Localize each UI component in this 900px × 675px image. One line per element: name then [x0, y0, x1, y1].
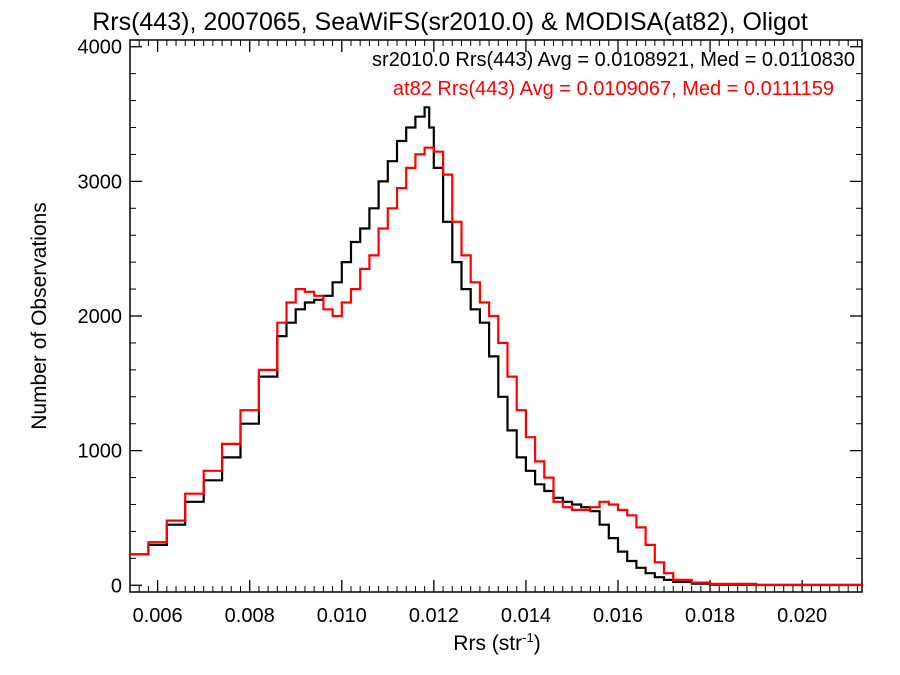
x-axis-label: Rrs (str-1)	[453, 630, 540, 655]
legend-entry-at82: at82 Rrs(443) Avg = 0.0109067, Med = 0.0…	[393, 78, 834, 100]
series-at82-line	[130, 146, 864, 586]
y-tick-label: 3000	[78, 171, 123, 193]
chart-title: Rrs(443), 2007065, SeaWiFS(sr2010.0) & M…	[92, 8, 808, 36]
y-tick-label: 1000	[78, 441, 123, 463]
y-axis-ticks: 0 1000 2000 3000 4000	[78, 37, 862, 597]
series-sr2010-line	[130, 106, 864, 587]
x-tick-label: 0.010	[317, 605, 367, 627]
y-axis-label: Number of Observations	[28, 202, 51, 430]
x-tick-label: 0.012	[409, 605, 459, 627]
x-tick-label: 0.020	[777, 605, 827, 627]
x-tick-label: 0.006	[133, 605, 183, 627]
legend-entry-sr2010: sr2010.0 Rrs(443) Avg = 0.0108921, Med =…	[372, 49, 855, 71]
x-tick-label: 0.014	[501, 605, 551, 627]
x-tick-label: 0.018	[685, 605, 735, 627]
y-tick-label: 0	[111, 575, 122, 597]
x-tick-label: 0.016	[593, 605, 643, 627]
y-tick-label: 4000	[78, 37, 123, 59]
legend: sr2010.0 Rrs(443) Avg = 0.0108921, Med =…	[372, 49, 855, 100]
x-axis-ticks: 0.006 0.008 0.010 0.012 0.014 0.016 0.018 0.020	[133, 40, 858, 627]
x-tick-label: 0.008	[225, 605, 275, 627]
series-layer	[130, 106, 864, 587]
y-tick-label: 2000	[78, 306, 123, 328]
